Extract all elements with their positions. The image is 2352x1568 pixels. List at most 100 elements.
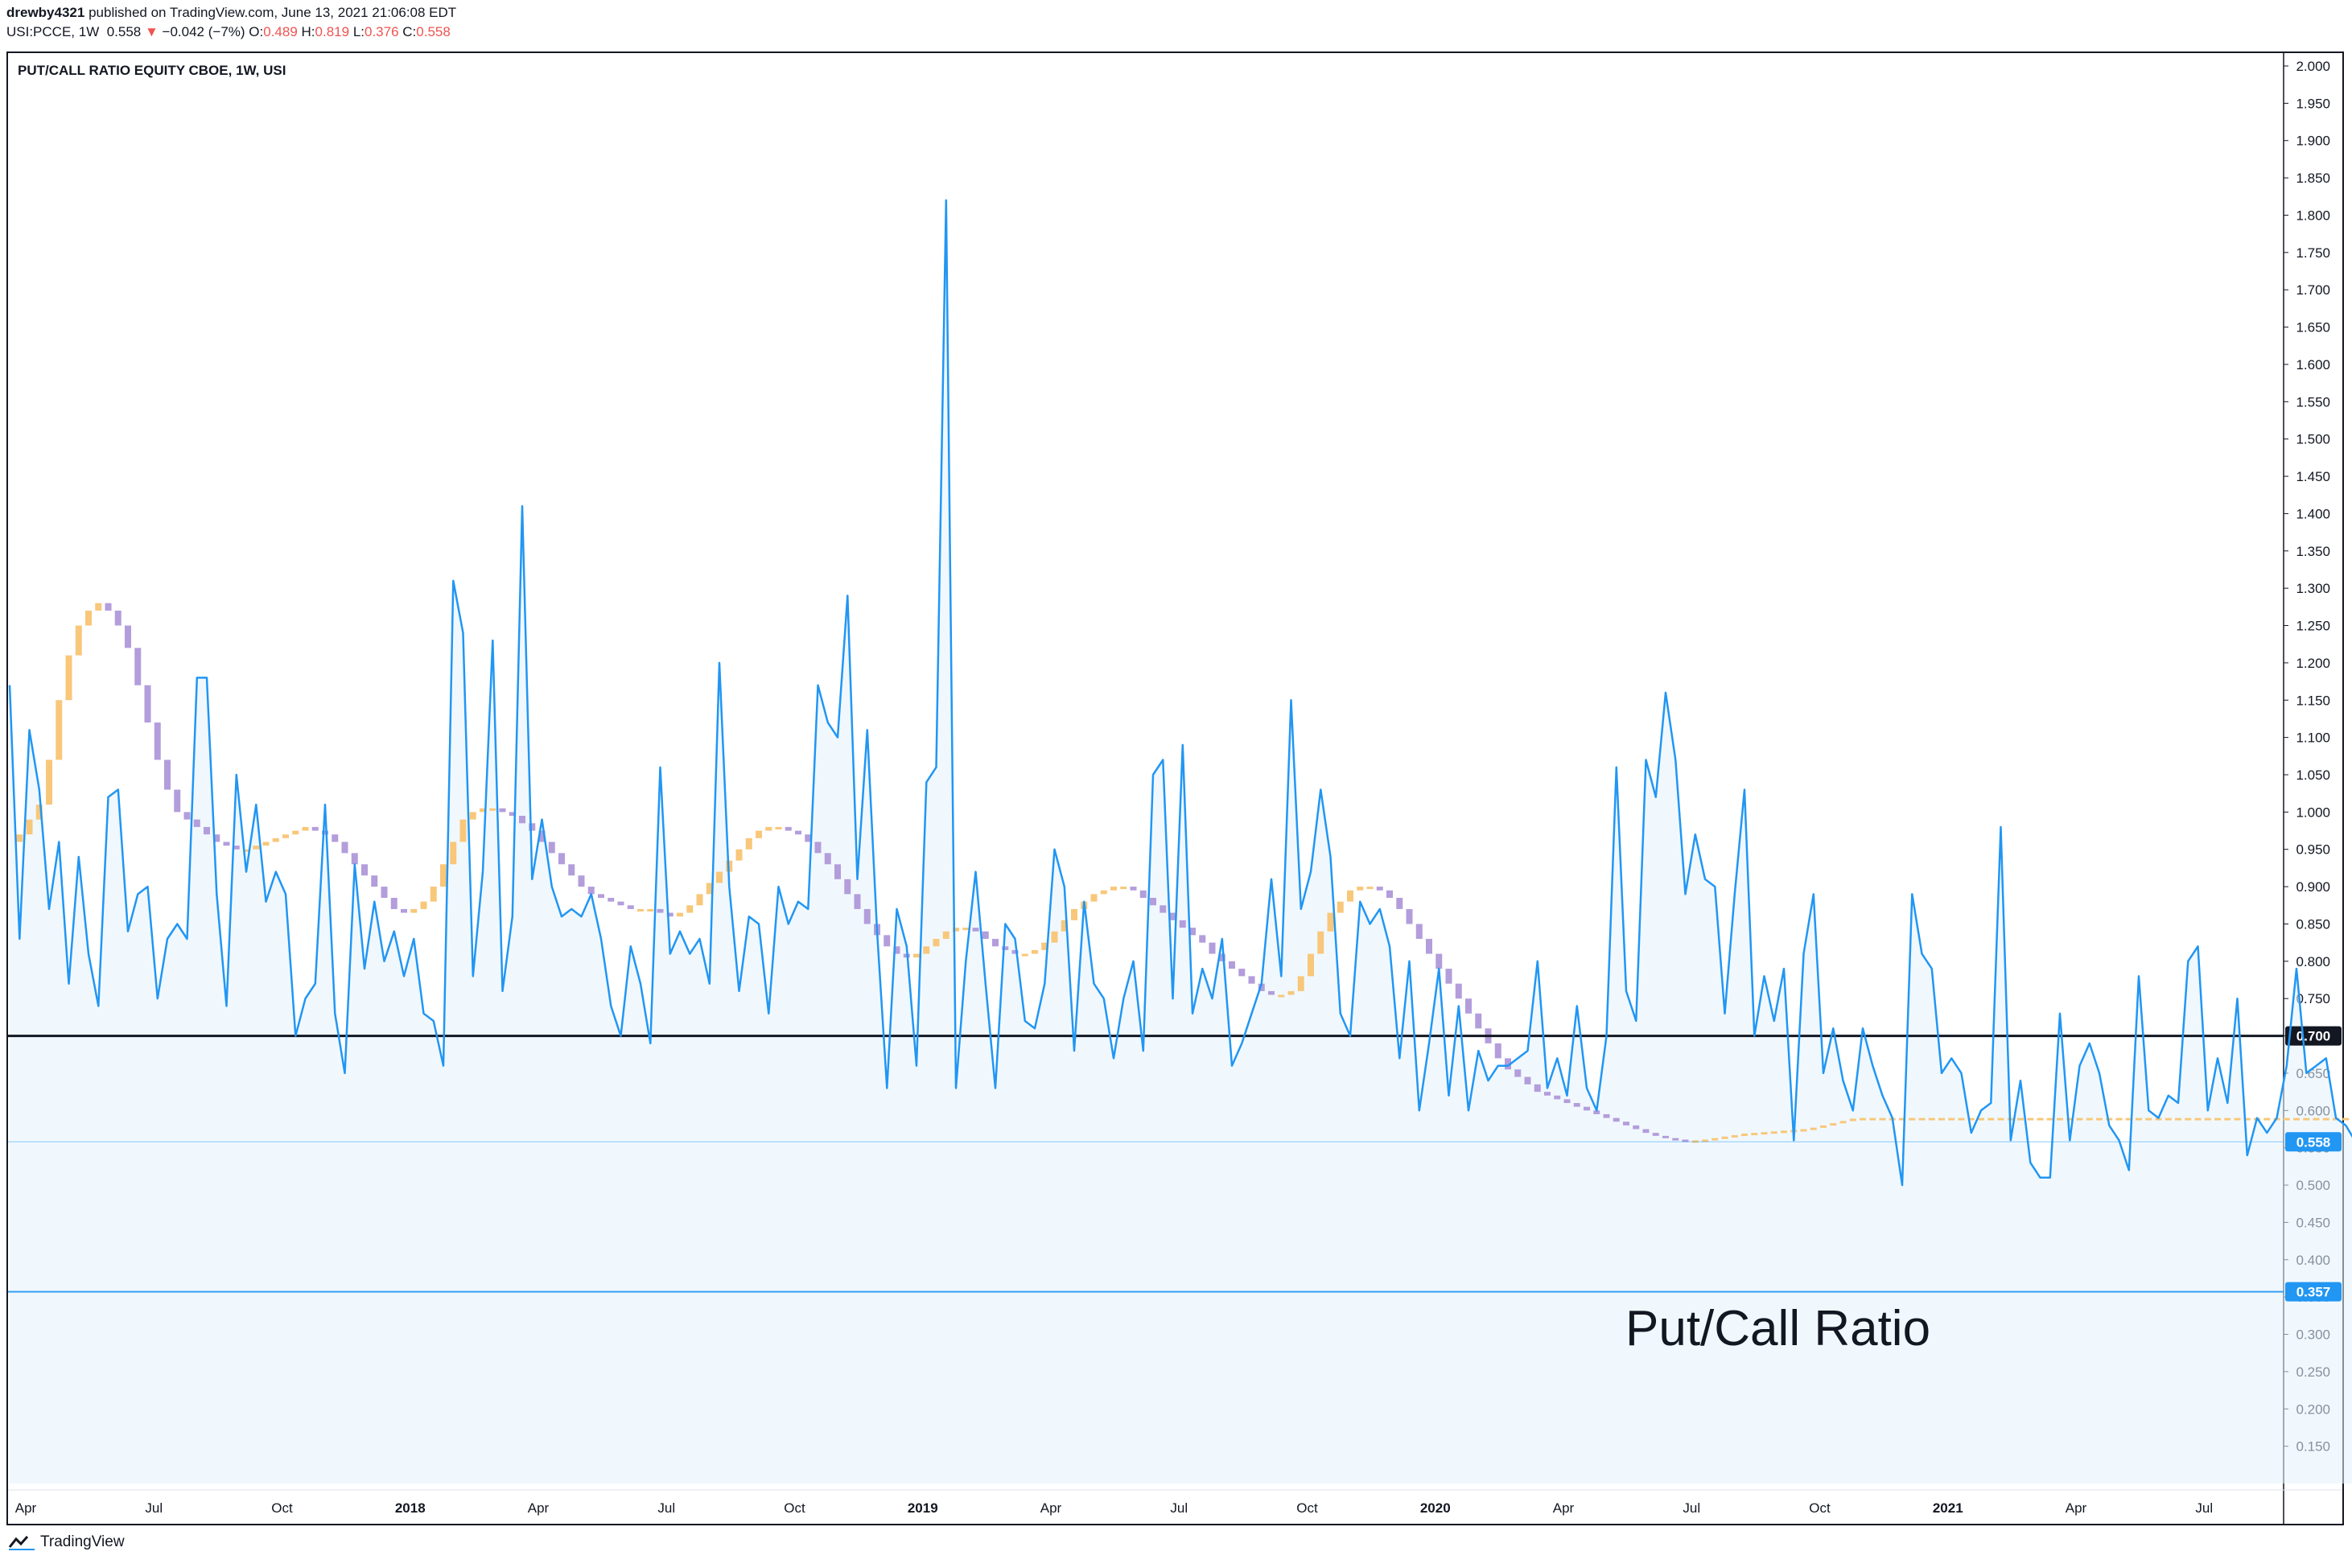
ma-bar <box>65 655 72 701</box>
ma-bar <box>371 875 378 887</box>
ma-bar <box>992 939 999 947</box>
ma-bar <box>1100 890 1107 895</box>
ma-bar <box>735 849 743 861</box>
ma-bar <box>322 830 328 835</box>
x-tick-label: Jul <box>1683 1500 1700 1516</box>
ma-bar <box>292 830 299 835</box>
ma-bar <box>114 610 122 626</box>
level-badge-0.558 <box>2285 1132 2342 1152</box>
ma-bar <box>1061 920 1068 932</box>
ma-bar <box>46 759 52 805</box>
ma-bar <box>785 826 792 831</box>
ma-bar <box>2115 1117 2123 1121</box>
ma-bar <box>529 823 536 831</box>
ma-bar <box>509 812 516 817</box>
ma-bar <box>2303 1117 2310 1121</box>
ma-bar <box>35 805 43 820</box>
y-tick-label: 1.600 <box>2296 357 2330 372</box>
ma-bar <box>1317 931 1324 954</box>
ma-bar <box>2046 1117 2053 1121</box>
ma-bar <box>1514 1069 1522 1077</box>
x-tick-label: Oct <box>1296 1500 1318 1516</box>
ma-bar <box>16 834 23 842</box>
y-tick-label: 0.800 <box>2296 954 2330 969</box>
x-tick-label: 2020 <box>1420 1500 1451 1516</box>
ma-bar <box>469 812 476 820</box>
ma-bar <box>489 808 496 811</box>
ma-bar <box>1652 1133 1659 1136</box>
ma-bar <box>1415 924 1423 940</box>
y-tick-label: 1.650 <box>2296 320 2330 335</box>
ma-bar <box>302 826 309 831</box>
ma-bar <box>893 946 900 954</box>
ma-bar <box>253 846 260 850</box>
y-tick-label: 1.950 <box>2296 96 2330 111</box>
ma-bar <box>1849 1118 1856 1121</box>
panel-title: PUT/CALL RATIO EQUITY CBOE, 1W, USI <box>18 63 286 78</box>
ma-bar <box>262 842 270 846</box>
x-tick-label: Jul <box>145 1500 163 1516</box>
ma-bar <box>1268 990 1275 995</box>
ma-bar <box>824 853 831 865</box>
ma-bar <box>2322 1117 2329 1121</box>
y-tick-label: 1.400 <box>2296 506 2330 521</box>
published-text: published on TradingView.com, June 13, 2… <box>89 5 457 20</box>
ma-bar <box>1573 1103 1580 1107</box>
ma-bar <box>1160 905 1167 913</box>
footer-brand[interactable]: TradingView <box>8 1533 125 1551</box>
ma-bar <box>578 875 585 887</box>
ma-bar <box>480 808 486 813</box>
ma-bar <box>311 826 319 831</box>
tradingview-logo-icon <box>8 1536 35 1550</box>
y-tick-label: 1.800 <box>2296 208 2330 223</box>
ma-bar <box>1613 1117 1620 1122</box>
y-tick-label: 1.350 <box>2296 544 2330 559</box>
ma-bar <box>962 928 970 931</box>
ma-bar <box>2096 1117 2103 1121</box>
ma-bar <box>1770 1131 1777 1134</box>
ma-bar <box>1169 912 1176 920</box>
x-tick-label: 2018 <box>395 1500 426 1516</box>
y-tick-label: 0.850 <box>2296 916 2330 932</box>
ma-bar <box>1879 1117 1886 1121</box>
ma-bar <box>164 759 171 790</box>
ma-bar <box>95 603 102 611</box>
ma-bar <box>756 830 762 838</box>
ma-bar <box>2125 1117 2132 1121</box>
symbol-line: USI:PCCE, 1W 0.558 ▼ −0.042 (−7%) O:0.48… <box>6 24 451 40</box>
ma-bar <box>420 901 427 909</box>
ma-bar <box>854 894 861 909</box>
ma-bar <box>105 603 112 611</box>
y-tick-label: 1.500 <box>2296 432 2330 447</box>
x-tick-label: Oct <box>784 1500 805 1516</box>
ma-bar <box>1603 1113 1610 1118</box>
ma-bar <box>213 834 220 842</box>
ma-bar <box>233 846 240 850</box>
ma-bar <box>1958 1117 1965 1121</box>
ma-bar <box>1139 890 1147 899</box>
x-tick-label: Apr <box>528 1500 550 1516</box>
ma-bar <box>2017 1117 2024 1121</box>
ma-bar <box>972 928 979 932</box>
ma-bar <box>1997 1117 2004 1121</box>
ma-bar <box>568 864 575 876</box>
ma-bar <box>558 853 565 865</box>
ma-bar <box>1258 983 1265 991</box>
chart-annotation: Put/Call Ratio <box>1625 1301 1930 1356</box>
author-name[interactable]: drewby4321 <box>6 5 85 20</box>
ma-bar <box>1150 898 1156 906</box>
y-tick-label: 1.250 <box>2296 619 2330 634</box>
y-tick-label: 2.000 <box>2296 59 2330 74</box>
ma-bar <box>2185 1117 2192 1121</box>
ma-bar <box>2234 1117 2241 1121</box>
open-label: O: <box>249 24 264 39</box>
change-value: −0.042 (−7%) <box>162 24 245 39</box>
ma-bar <box>1090 894 1098 902</box>
ma-bar <box>923 946 930 954</box>
y-tick-label: 1.700 <box>2296 282 2330 298</box>
ma-bar <box>1287 990 1295 995</box>
ma-bar <box>430 887 437 902</box>
ma-bar <box>499 808 506 813</box>
ma-bar <box>637 908 644 912</box>
